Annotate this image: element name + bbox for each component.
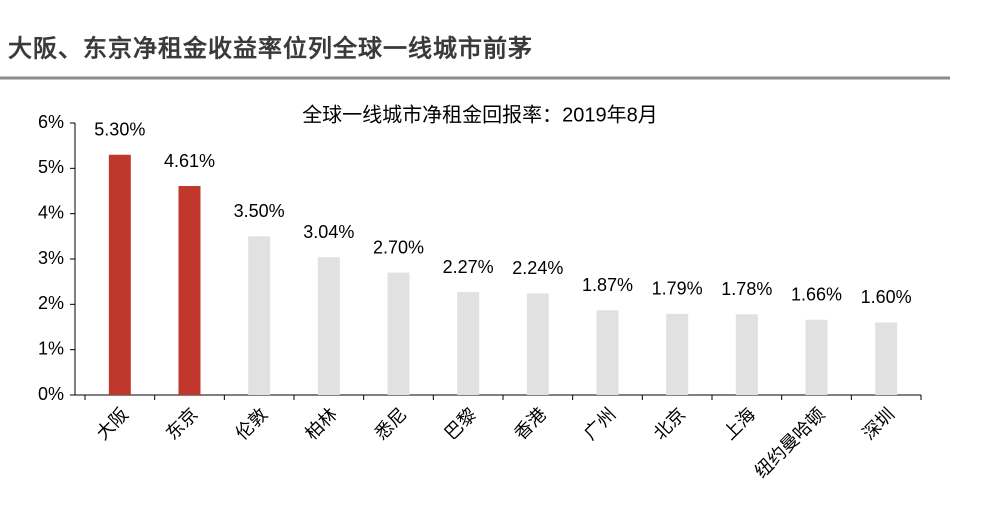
bar bbox=[875, 322, 898, 395]
x-tick-label: 悉尼 bbox=[371, 404, 411, 444]
x-tick-label: 大阪 bbox=[92, 404, 132, 444]
value-label: 2.70% bbox=[373, 237, 424, 257]
y-tick-label: 2% bbox=[38, 293, 64, 313]
chart-title: 全球一线城市净租金回报率：2019年8月 bbox=[302, 103, 658, 126]
bar bbox=[526, 293, 549, 395]
y-tick-label: 3% bbox=[38, 248, 64, 268]
bar bbox=[457, 292, 480, 395]
bar bbox=[317, 257, 340, 395]
bar bbox=[178, 186, 201, 395]
value-label: 1.60% bbox=[861, 287, 912, 307]
value-label: 2.24% bbox=[512, 258, 563, 278]
x-tick-label: 深圳 bbox=[859, 404, 899, 444]
bar bbox=[805, 319, 828, 395]
value-label: 1.79% bbox=[652, 279, 703, 299]
value-label: 1.66% bbox=[791, 284, 842, 304]
x-tick-label: 东京 bbox=[162, 404, 202, 444]
bar bbox=[108, 154, 131, 395]
value-label: 4.61% bbox=[164, 151, 215, 171]
y-tick-label: 6% bbox=[38, 112, 64, 132]
x-tick-label: 广州 bbox=[580, 404, 620, 444]
x-tick-label: 纽约曼哈顿 bbox=[751, 404, 829, 482]
value-label: 3.50% bbox=[234, 201, 285, 221]
value-label: 1.78% bbox=[721, 279, 772, 299]
value-label: 1.87% bbox=[582, 275, 633, 295]
x-tick-label: 柏林 bbox=[301, 404, 341, 444]
value-label: 2.27% bbox=[443, 257, 494, 277]
x-tick-label: 北京 bbox=[650, 404, 690, 444]
page-title: 大阪、东京净租金收益率位列全球一线城市前茅 bbox=[8, 34, 533, 62]
value-label: 5.30% bbox=[94, 119, 145, 139]
value-label: 3.04% bbox=[303, 222, 354, 242]
y-tick-label: 0% bbox=[38, 384, 64, 404]
bar bbox=[596, 310, 619, 395]
bar bbox=[387, 272, 410, 395]
bar bbox=[248, 236, 271, 395]
x-tick-label: 伦敦 bbox=[232, 404, 272, 444]
x-tick-label: 上海 bbox=[719, 404, 759, 444]
bar bbox=[666, 313, 689, 395]
x-tick-label: 香港 bbox=[510, 404, 550, 444]
y-tick-label: 5% bbox=[38, 157, 64, 177]
y-tick-label: 1% bbox=[38, 338, 64, 358]
bar bbox=[735, 314, 758, 395]
x-tick-label: 巴黎 bbox=[441, 404, 481, 444]
y-tick-label: 4% bbox=[38, 202, 64, 222]
